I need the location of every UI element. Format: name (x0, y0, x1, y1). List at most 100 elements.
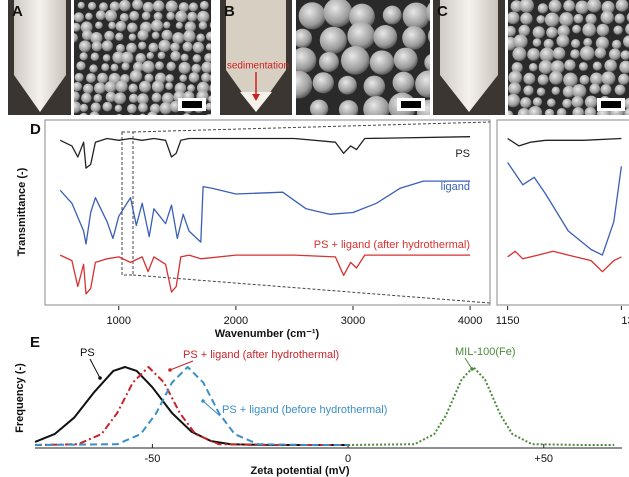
particle (523, 73, 535, 85)
x-axis-label: Zeta potential (mV) (250, 465, 349, 477)
particle (545, 109, 554, 118)
particle (105, 81, 117, 93)
particle (154, 12, 163, 21)
particle (166, 62, 175, 71)
particle (74, 12, 84, 22)
particle (579, 62, 588, 71)
zoom-line (133, 122, 490, 132)
particle (586, 14, 597, 25)
panel-label: A (12, 3, 23, 20)
x-tick-label: -50 (144, 453, 160, 465)
particle (187, 84, 195, 92)
particle (572, 107, 584, 119)
particle (115, 33, 123, 41)
particle (153, 0, 165, 12)
particle (504, 110, 513, 119)
particle (533, 26, 545, 38)
particle (572, 25, 581, 34)
particle (210, 21, 219, 30)
particle (119, 0, 131, 11)
particle (403, 3, 430, 30)
particle (204, 114, 215, 125)
particle (189, 2, 198, 11)
particle (585, 96, 598, 109)
particle (78, 2, 85, 9)
particle (193, 42, 204, 53)
particle (193, 54, 202, 63)
particle (93, 94, 102, 103)
particle (69, 101, 81, 113)
particle (170, 42, 180, 52)
panel-label: D (30, 121, 41, 138)
particle (181, 54, 189, 62)
particle (191, 64, 201, 74)
particle (559, 12, 573, 26)
particle (520, 13, 532, 25)
particle (291, 47, 317, 73)
x-axis-label: Wavenumber (cm⁻¹) (215, 328, 320, 340)
series-label: MIL-100(Fe) (455, 346, 516, 358)
particle (615, 85, 626, 96)
particle (211, 3, 221, 13)
particle (589, 84, 600, 95)
particle (564, 60, 575, 71)
particle (120, 13, 129, 22)
particle (179, 62, 191, 74)
particle (143, 2, 154, 13)
particle (95, 22, 103, 30)
particle (97, 73, 108, 84)
particle (166, 0, 178, 12)
particle (383, 6, 402, 25)
series-label: PS (80, 347, 95, 359)
particle (152, 80, 164, 92)
particle (126, 114, 135, 123)
x-tick-label: 0 (345, 453, 351, 465)
particle (166, 12, 174, 20)
particle (527, 48, 540, 61)
particle (91, 102, 101, 112)
particle (540, 47, 555, 62)
particle (91, 53, 99, 61)
particle (544, 39, 554, 49)
arrow-head (201, 399, 205, 403)
particle (572, 84, 586, 98)
particle (170, 51, 180, 61)
particle (394, 48, 418, 72)
particle (127, 104, 137, 114)
particle (206, 103, 214, 111)
particle (183, 42, 193, 52)
particle (105, 10, 117, 22)
particle (299, 2, 326, 29)
particle (562, 99, 572, 109)
particle (393, 72, 415, 94)
particle (593, 61, 602, 70)
particle (163, 21, 170, 28)
particle (572, 96, 584, 108)
particle (341, 46, 370, 75)
particle (571, 39, 580, 48)
particle (538, 3, 548, 13)
particle (549, 71, 563, 85)
particle (200, 1, 209, 10)
particle (585, 107, 597, 119)
particle (615, 13, 625, 23)
particle (147, 111, 158, 122)
particle (520, 97, 531, 108)
series-line (508, 163, 622, 256)
particle (148, 43, 158, 53)
x-tick-label: 4000 (458, 315, 482, 327)
particle (204, 53, 213, 62)
particle (508, 82, 521, 95)
particle (600, 84, 611, 95)
particle (142, 12, 151, 21)
particle (175, 11, 187, 23)
particle (72, 23, 81, 32)
particle (80, 104, 88, 112)
particle (127, 22, 137, 32)
particle (210, 72, 222, 84)
particle (580, 46, 595, 61)
particle (533, 97, 542, 106)
particle (574, 14, 584, 24)
scale-bar (601, 101, 621, 108)
particle (507, 12, 520, 25)
